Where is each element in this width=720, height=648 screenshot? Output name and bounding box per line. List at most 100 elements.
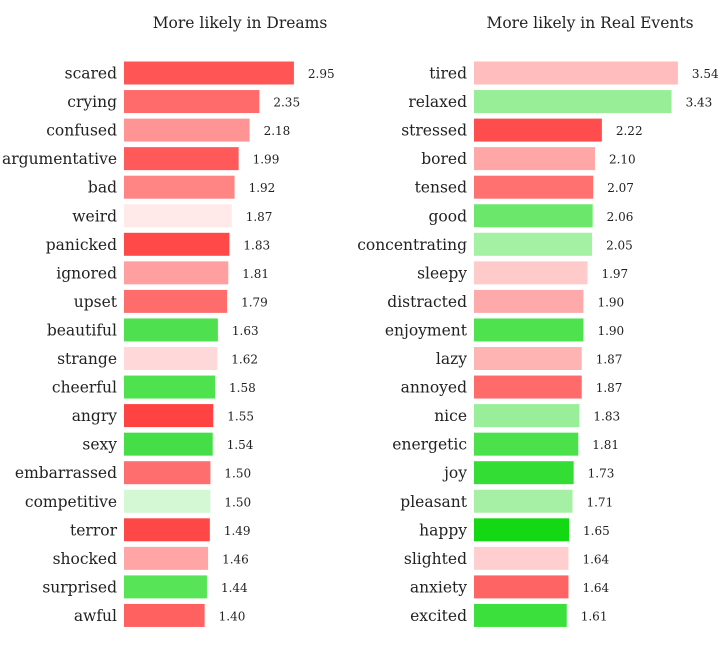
value-label: 1.83 (593, 410, 620, 424)
value-label: 3.43 (686, 96, 713, 110)
bar (474, 61, 678, 85)
category-label: relaxed (408, 93, 467, 111)
value-label: 1.71 (586, 495, 613, 509)
value-label: 1.81 (592, 438, 619, 452)
category-label: tensed (415, 179, 468, 197)
value-label: 1.90 (597, 324, 624, 338)
value-label: 2.18 (264, 124, 291, 138)
category-label: terror (70, 521, 118, 539)
bar (124, 489, 211, 513)
category-label: sleepy (417, 264, 467, 282)
bar (124, 546, 209, 570)
bar (124, 232, 230, 256)
bar (124, 318, 218, 342)
value-label: 3.54 (692, 67, 719, 81)
bar (474, 546, 569, 570)
category-label: pleasant (400, 493, 467, 511)
bar (474, 261, 588, 285)
category-label: beautiful (47, 321, 117, 339)
bar (124, 603, 205, 627)
value-label: 1.79 (241, 295, 268, 309)
value-label: 1.83 (243, 238, 270, 252)
value-label: 1.64 (582, 581, 609, 595)
bar (474, 489, 573, 513)
category-label: concentrating (357, 236, 467, 254)
category-label: crying (67, 93, 117, 111)
category-label: slighted (404, 550, 467, 568)
category-label: argumentative (2, 150, 117, 168)
value-label: 2.05 (606, 238, 633, 252)
value-label: 1.49 (224, 524, 251, 538)
category-label: annoyed (401, 379, 467, 397)
category-label: sexy (82, 436, 117, 454)
category-label: embarrassed (15, 464, 117, 482)
chart-panel-1: More likely in Dreams scared 2.95 crying 2.3… (2, 14, 335, 627)
category-label: shocked (53, 550, 118, 568)
bar (124, 375, 216, 399)
category-label: good (428, 207, 467, 225)
bar (474, 347, 582, 370)
value-label: 1.65 (583, 524, 610, 538)
value-label: 2.06 (607, 210, 634, 224)
category-label: cheerful (52, 379, 117, 397)
bar (124, 518, 210, 542)
category-label: confused (46, 122, 117, 140)
category-label: distracted (387, 293, 467, 311)
bar (124, 432, 213, 456)
bar (474, 432, 579, 456)
bar (124, 461, 211, 485)
chart-title: More likely in Real Events (486, 14, 693, 32)
category-label: awful (74, 607, 117, 625)
chart-title: More likely in Dreams (153, 14, 328, 32)
category-label: ignored (56, 264, 117, 282)
category-label: upset (74, 293, 118, 311)
value-label: 1.46 (222, 552, 249, 566)
value-label: 1.87 (596, 381, 623, 395)
bar (474, 404, 580, 428)
bar (124, 90, 260, 114)
value-label: 2.07 (607, 181, 634, 195)
bar (474, 461, 574, 485)
bar (474, 518, 570, 542)
category-label: happy (419, 521, 467, 539)
chart-panel-2: More likely in Real Events tired 3.54 relax… (357, 14, 719, 627)
value-label: 1.50 (224, 467, 251, 481)
value-label: 1.99 (253, 153, 280, 167)
category-label: weird (72, 207, 117, 225)
value-label: 1.73 (588, 467, 615, 481)
bar (474, 90, 672, 114)
value-label: 1.55 (227, 410, 254, 424)
bar (474, 204, 593, 228)
value-label: 2.10 (609, 153, 636, 167)
category-label: tired (429, 65, 467, 83)
category-label: bored (421, 150, 467, 168)
bar (124, 289, 228, 313)
bar (124, 204, 232, 228)
category-label: angry (72, 407, 118, 425)
bar (124, 61, 294, 85)
category-label: excited (410, 607, 467, 625)
value-label: 1.62 (231, 353, 258, 367)
category-label: nice (434, 407, 467, 425)
category-label: strange (57, 350, 117, 368)
bar (474, 375, 582, 399)
bar (474, 603, 567, 627)
bar (124, 261, 229, 285)
category-label: enjoyment (385, 321, 468, 339)
bar (474, 289, 584, 313)
value-label: 1.64 (582, 552, 609, 566)
value-label: 1.44 (221, 581, 248, 595)
category-label: anxiety (410, 578, 467, 596)
bar (474, 232, 593, 256)
category-label: joy (442, 464, 467, 482)
value-label: 1.81 (242, 267, 269, 281)
category-label: scared (65, 65, 117, 83)
value-label: 2.22 (616, 124, 643, 138)
bar (124, 118, 250, 142)
value-label: 1.58 (229, 381, 256, 395)
value-label: 1.87 (246, 210, 273, 224)
value-label: 1.40 (219, 609, 246, 623)
bar (124, 404, 214, 428)
category-label: surprised (42, 578, 117, 596)
